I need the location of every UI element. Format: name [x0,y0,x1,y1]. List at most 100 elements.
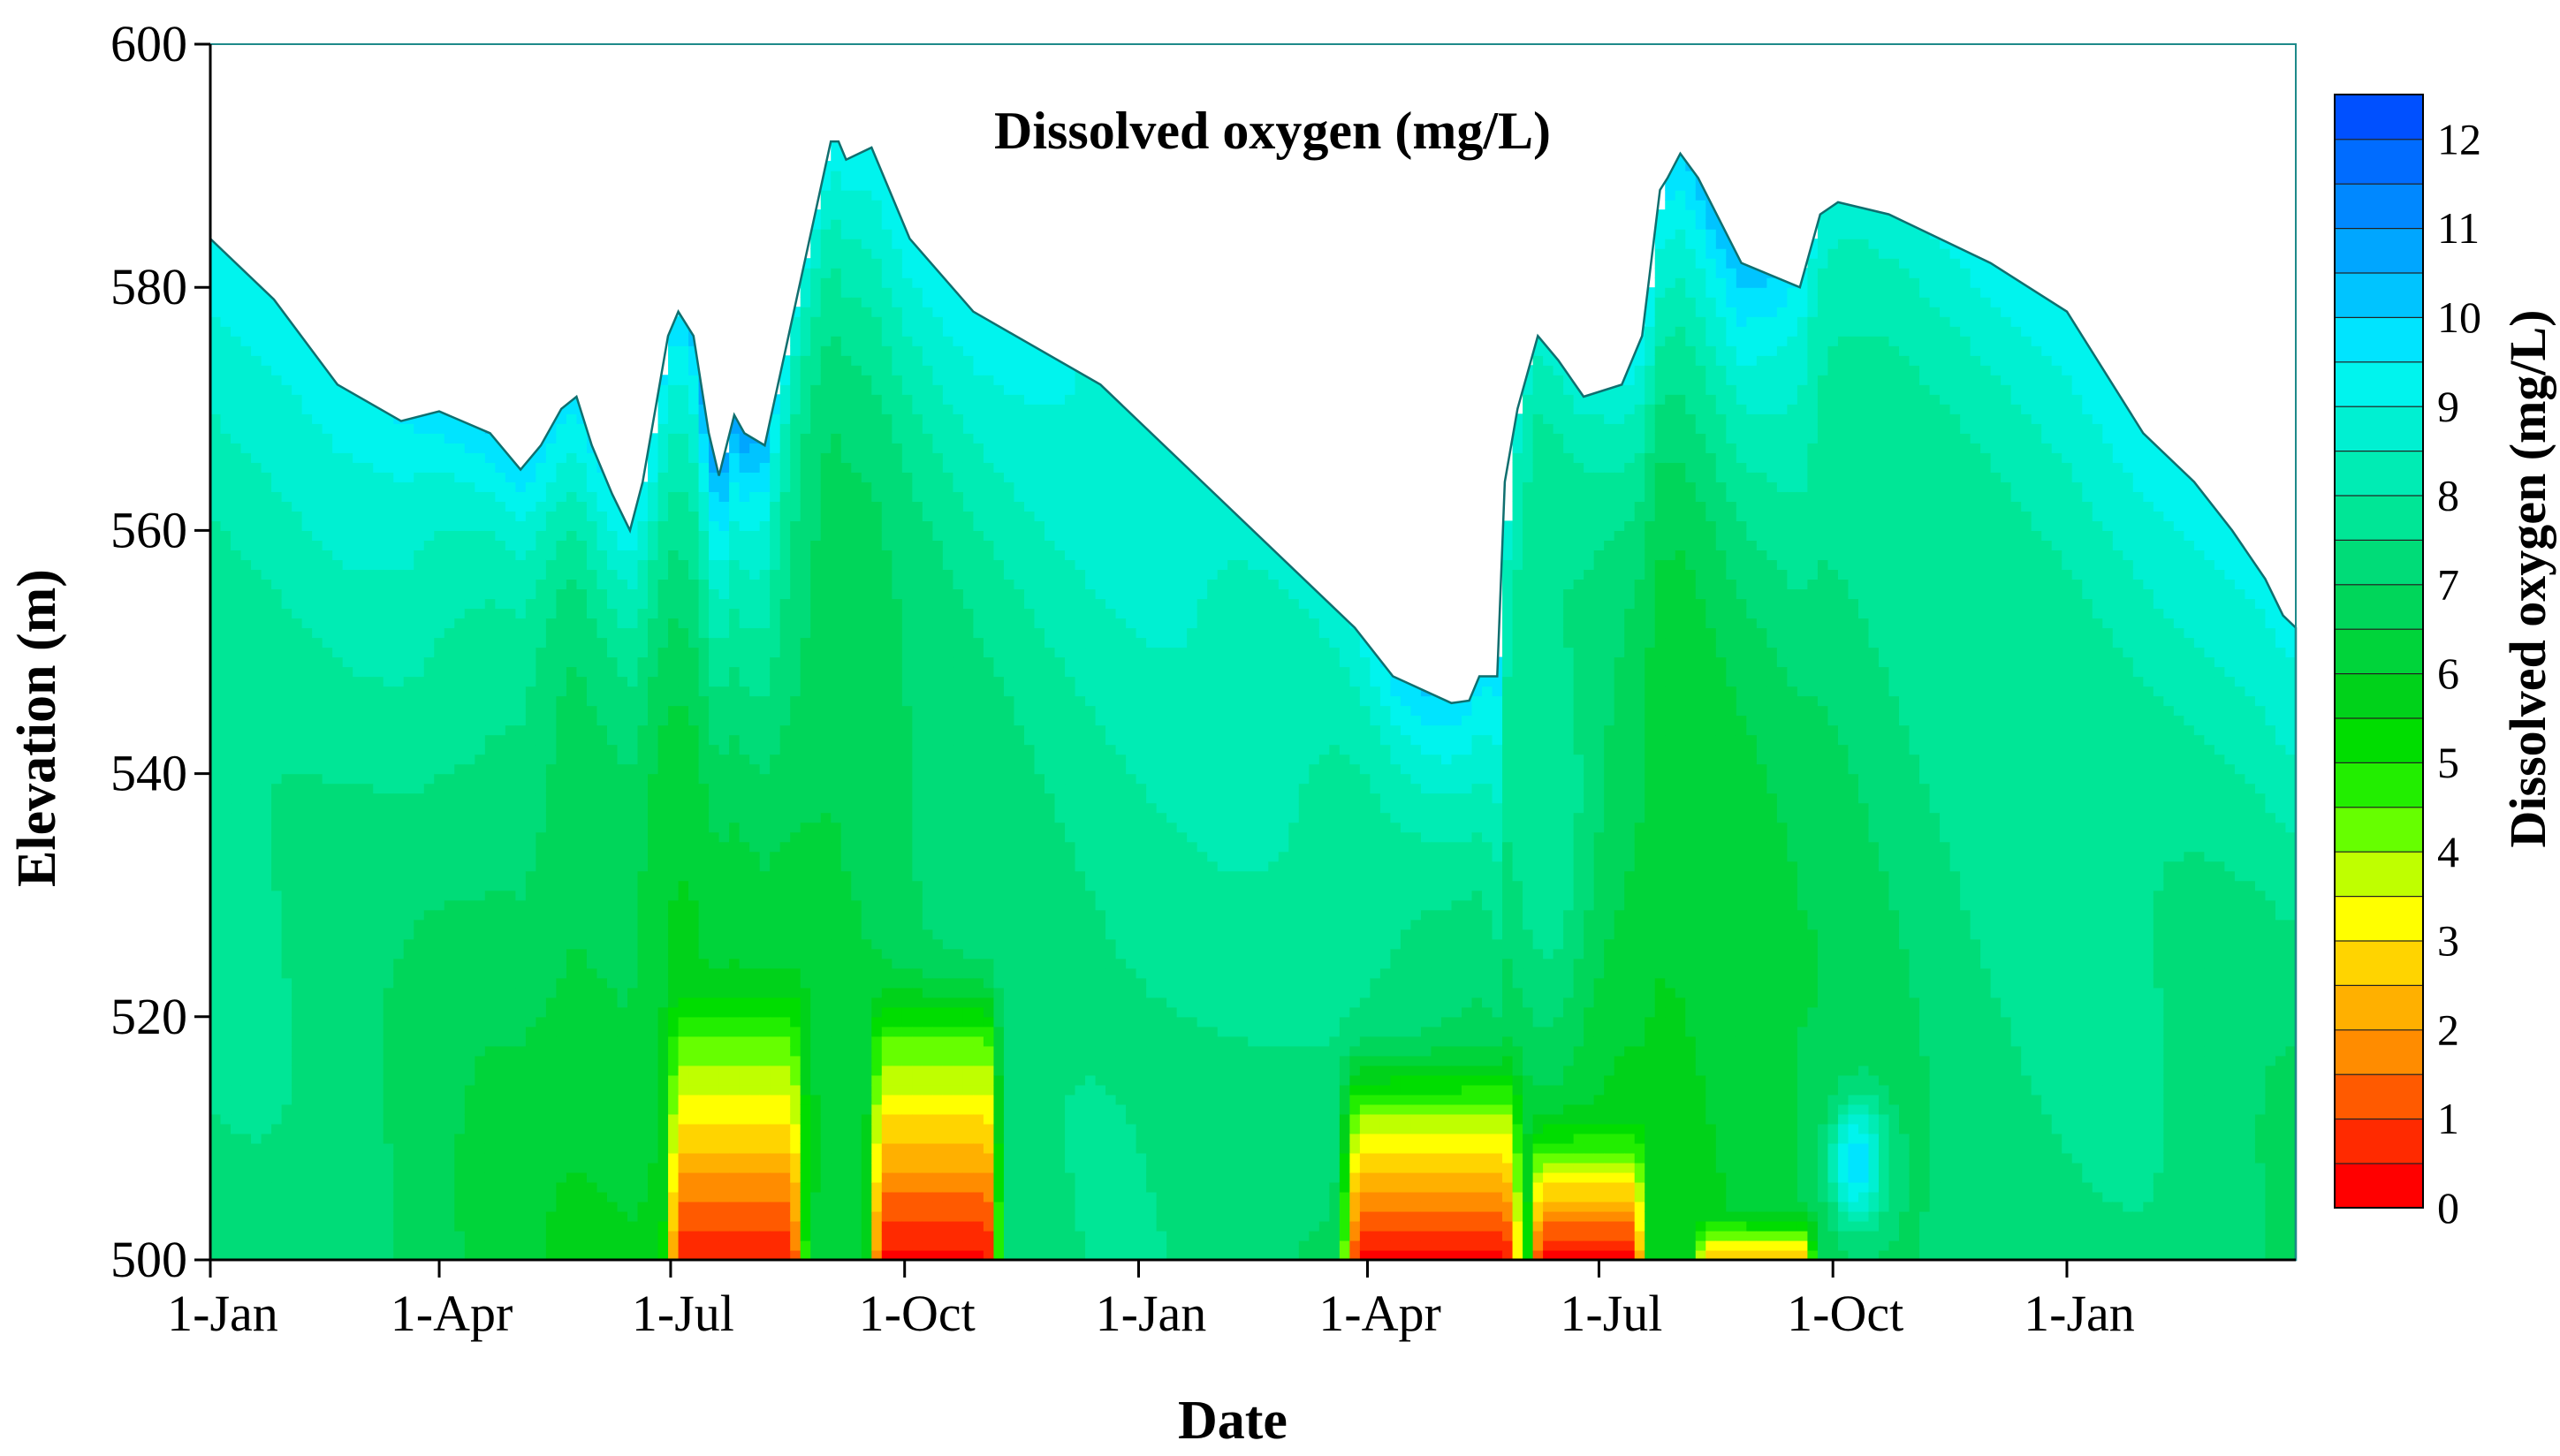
heatmap-cell [332,472,344,482]
heatmap-cell [566,608,578,619]
heatmap-cell [556,1103,567,1115]
heatmap-cell [332,1113,344,1125]
heatmap-cell [423,1094,435,1105]
heatmap-cell [596,656,608,668]
heatmap-cell [312,666,323,678]
heatmap-cell [281,569,292,580]
heatmap-cell [383,1172,394,1183]
heatmap-cell [668,1016,680,1028]
heatmap-cell [322,579,333,590]
heatmap-cell [586,967,598,979]
heatmap-cell [545,958,558,969]
heatmap-cell [373,618,384,629]
heatmap-cell [536,841,547,853]
heatmap-cell [698,550,710,561]
heatmap-cell [353,1230,364,1241]
heatmap-cell [495,569,506,580]
heatmap-cell [545,967,558,979]
heatmap-cell [240,1240,252,1251]
heatmap-cell [464,1006,475,1018]
heatmap-cell [393,724,405,736]
heatmap-cell [383,938,394,950]
heatmap-cell [617,1210,628,1222]
heatmap-cell [301,958,313,969]
heatmap-cell [220,472,232,482]
heatmap-cell [596,1142,608,1154]
heatmap-cell [515,1113,527,1125]
heatmap-cell [678,880,689,891]
heatmap-cell [220,550,232,561]
heatmap-cell [444,1026,455,1037]
heatmap-cell [251,1123,262,1134]
heatmap-cell [373,588,384,600]
heatmap-cell [261,822,272,833]
heatmap-cell [475,938,486,950]
heatmap-cell [688,987,700,998]
heatmap-cell [515,666,527,678]
heatmap-cell [688,734,700,746]
heatmap-cell [688,1220,700,1232]
heatmap-cell [271,734,283,746]
heatmap-cell [332,1084,344,1096]
heatmap-cell [362,763,374,775]
heatmap-cell [566,569,578,580]
heatmap-cell [373,462,384,473]
heatmap-cell [536,948,547,959]
heatmap-cell [556,773,567,785]
heatmap-cell [393,831,405,843]
heatmap-cell [322,958,333,969]
heatmap-cell [231,890,242,901]
heatmap-cell [312,452,323,463]
heatmap-cell [362,1152,374,1164]
heatmap-cell [312,627,323,639]
heatmap-cell [637,724,649,736]
heatmap-cell [281,608,292,619]
heatmap-cell [261,977,272,989]
heatmap-cell [312,413,323,424]
heatmap-cell [292,365,303,375]
heatmap-cell [261,948,272,959]
heatmap-cell [668,812,680,823]
heatmap-cell [292,1094,303,1105]
heatmap-cell [362,1249,374,1261]
heatmap-cell [586,540,598,551]
heatmap-cell [566,491,578,502]
heatmap-cell [718,705,730,717]
heatmap-cell [545,1035,558,1047]
heatmap-cell [698,433,710,444]
heatmap-cell [231,977,242,989]
heatmap-cell [709,1133,720,1144]
heatmap-cell [220,899,232,911]
heatmap-cell [454,482,466,492]
heatmap-cell [556,724,567,736]
heatmap-cell [362,608,374,619]
heatmap-cell [739,569,750,580]
heatmap-cell [515,1142,527,1154]
heatmap-cell [393,1181,405,1193]
heatmap-cell [454,977,466,989]
heatmap-cell [617,1230,628,1241]
heatmap-cell [648,1230,659,1241]
heatmap-cell [342,1249,353,1261]
heatmap-cell [709,647,720,658]
heatmap-cell [383,550,394,561]
heatmap-cell [648,1133,659,1144]
heatmap-cell [545,540,558,551]
heatmap-cell [648,647,659,658]
heatmap-cell [648,773,659,785]
heatmap-cell [261,307,272,317]
heatmap-cell [637,1220,649,1232]
heatmap-cell [210,958,222,969]
heatmap-cell [271,929,283,940]
heatmap-cell [678,326,689,337]
heatmap-cell [414,705,425,717]
heatmap-cell [606,530,619,542]
heatmap-cell [688,861,700,872]
heatmap-cell [596,734,608,746]
heatmap-cell [668,938,680,950]
heatmap-cell [668,462,680,473]
heatmap-cell [566,734,578,746]
heatmap-cell [231,715,242,726]
heatmap-cell [606,1065,619,1076]
heatmap-cell [739,958,750,969]
